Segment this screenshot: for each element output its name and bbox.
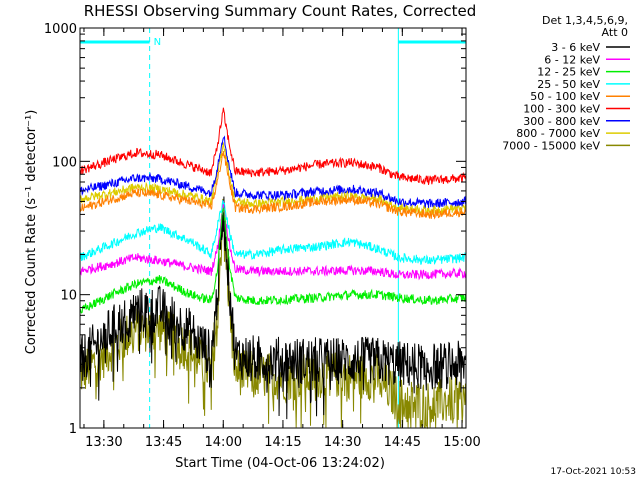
legend-entry-label: 50 - 100 keV [530, 90, 600, 103]
y-tick-label: 1000 [44, 22, 77, 37]
legend-entry-label: 3 - 6 keV [551, 41, 600, 54]
legend-entry-label: 800 - 7000 keV [516, 127, 600, 140]
legend-entry-label: 12 - 25 keV [537, 66, 600, 79]
series-line-6 [79, 107, 467, 185]
y-axis: 1000 100 10 1 [44, 22, 466, 437]
y-axis-label: Corrected Count Rate (s⁻¹ detector⁻¹) [24, 110, 39, 355]
legend-header-line: Att 0 [602, 26, 628, 39]
series-line-1 [79, 196, 467, 420]
x-axis-label: Start Time (04-Oct-06 13:24:02) [175, 456, 385, 471]
series-line-8 [79, 142, 467, 216]
legend-entry-label: 7000 - 15000 keV [502, 139, 600, 152]
series-line-3 [79, 206, 467, 314]
x-axis: 13:30 13:45 14:00 14:15 14:30 14:45 15:00 [83, 28, 481, 450]
attenuator-marker-label: N [154, 37, 161, 48]
plot-frame [79, 27, 467, 429]
x-tick-label: 14:00 [205, 435, 242, 450]
x-tick-label: 14:45 [384, 435, 421, 450]
series-line-2 [79, 200, 467, 281]
x-tick-label: 13:30 [85, 435, 122, 450]
plot-area: N [79, 27, 467, 430]
series-line-7 [79, 135, 467, 208]
timestamp-label: 17-Oct-2021 10:53 [551, 467, 636, 477]
chart-title: RHESSI Observing Summary Count Rates, Co… [84, 2, 477, 20]
series-line-4 [79, 200, 467, 265]
x-tick-label: 14:30 [324, 435, 361, 450]
x-tick-label: 14:15 [264, 435, 301, 450]
legend-entry-label: 100 - 300 keV [523, 103, 600, 116]
y-tick-label: 10 [60, 289, 77, 304]
x-tick-label: 15:00 [443, 435, 480, 450]
series-line-5 [79, 150, 467, 220]
legend-header-line: Det 1,3,4,5,6,9, [542, 14, 628, 27]
y-tick-label: 100 [52, 155, 77, 170]
legend-entry-label: 25 - 50 keV [537, 78, 600, 91]
x-tick-label: 13:45 [145, 435, 182, 450]
legend-entry-label: 6 - 12 keV [544, 53, 600, 66]
y-tick-label: 1 [69, 422, 77, 437]
legend-entry-label: 300 - 800 keV [523, 115, 600, 128]
